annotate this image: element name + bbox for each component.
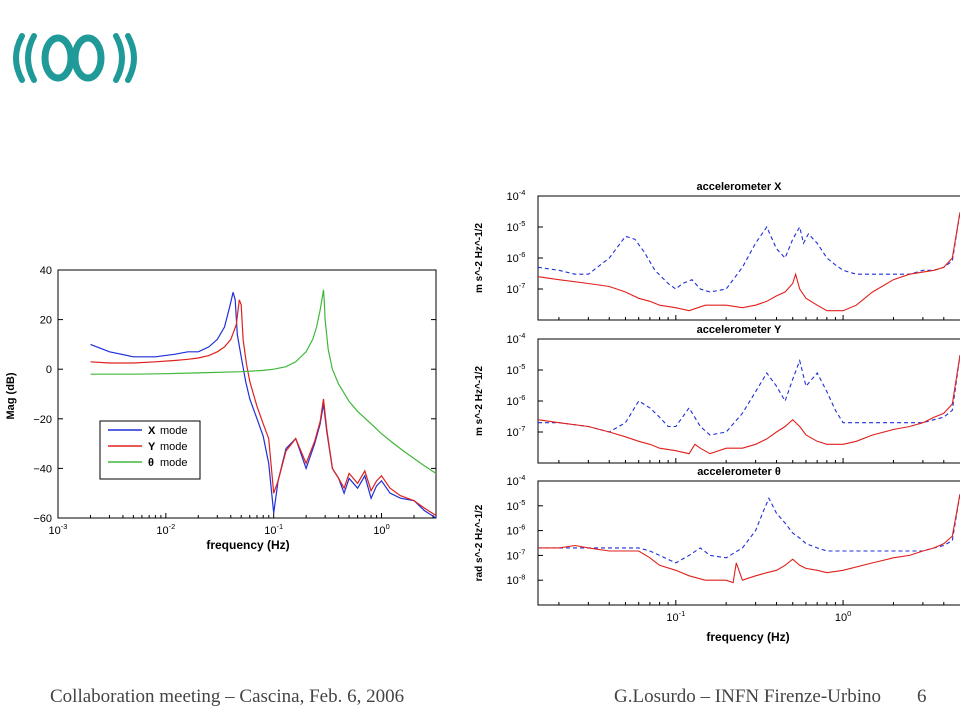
series-line-blue [538, 355, 960, 436]
legend-symbol: Y [148, 441, 156, 453]
x-tick-label: 100 [835, 609, 851, 624]
y-tick-label: 10-6 [507, 250, 526, 265]
bode-magnitude-chart: −60 −40 −20 0 20 40 10-3 10-2 10-1 100 frequency (… [5, 265, 437, 552]
y-axis-label: Mag (dB) [5, 372, 17, 419]
footer-author-label: G.Losurdo – INFN Firenze-Urbino [614, 686, 882, 707]
series-line-red [537, 355, 960, 455]
x-tick-label: 10-1 [666, 609, 685, 624]
series-line-green [90, 289, 437, 474]
y-tick-label: −40 [33, 463, 52, 475]
legend-label: mode [160, 425, 188, 437]
panel-title: accelerometer θ [697, 466, 781, 478]
y-tick-label: 10-7 [507, 281, 526, 296]
panel-title: accelerometer Y [697, 324, 782, 336]
panel-title: accelerometer X [697, 181, 783, 193]
accelerometer-spectra-charts: accelerometer X 10-7 10-6 10-5 10-4 m s^-2 Hz… [474, 181, 960, 644]
virgo-logo [13, 33, 137, 83]
logo-ring [41, 34, 75, 82]
series-line-red [537, 212, 960, 312]
x-tick-label: 10-1 [264, 522, 283, 537]
y-axis-label: rad s^-2 Hz^-1/2 [474, 504, 485, 581]
series-line-red [538, 493, 960, 584]
y-tick-label: 10-4 [507, 473, 526, 488]
logo-arc [13, 33, 25, 83]
x-tick-label: 10-3 [49, 522, 68, 537]
y-tick-label: 10-4 [507, 188, 526, 203]
y-tick-label: 10-8 [507, 572, 526, 587]
legend-symbol: θ [148, 457, 154, 469]
y-tick-label: 10-5 [507, 219, 526, 234]
y-tick-label: 10-7 [507, 424, 526, 439]
page-number: 6 [917, 686, 927, 707]
logo-ring [71, 34, 105, 82]
y-axis-label: m s^-2 Hz^-1/2 [474, 223, 485, 293]
y-tick-label: 10-6 [507, 523, 526, 538]
y-tick-label: 40 [40, 265, 52, 277]
plot-frame [537, 195, 960, 321]
y-tick-label: −20 [33, 414, 52, 426]
logo-arc [125, 33, 137, 83]
plot-frame [537, 480, 960, 606]
legend-symbol: X [148, 425, 156, 437]
y-tick-label: 10-5 [507, 498, 526, 513]
y-axis-label: m s^-2 Hz^-1/2 [474, 366, 485, 436]
y-tick-label: 20 [40, 315, 52, 327]
y-tick-label: 10-6 [507, 393, 526, 408]
logo-arc [25, 33, 37, 83]
series-line-blue [537, 212, 960, 293]
logo-arc [113, 33, 125, 83]
series-line-red [90, 299, 437, 517]
plot-frame [537, 338, 960, 464]
legend-label: mode [160, 441, 188, 453]
y-tick-label: 10-7 [507, 547, 526, 562]
footer-meeting-label: Collaboration meeting – Cascina, Feb. 6,… [50, 686, 405, 707]
y-tick-label: 0 [46, 364, 52, 376]
x-tick-label: 100 [373, 522, 389, 537]
x-axis-label: frequency (Hz) [706, 630, 789, 644]
y-tick-label: 10-4 [507, 331, 526, 346]
plot-frame [57, 269, 437, 519]
y-tick-label: 10-5 [507, 362, 526, 377]
x-tick-label: 10-2 [156, 522, 175, 537]
series-line-blue [538, 493, 960, 564]
x-axis-label: frequency (Hz) [206, 538, 289, 552]
legend-label: mode [160, 457, 188, 469]
y-tick-label: −60 [33, 513, 52, 525]
